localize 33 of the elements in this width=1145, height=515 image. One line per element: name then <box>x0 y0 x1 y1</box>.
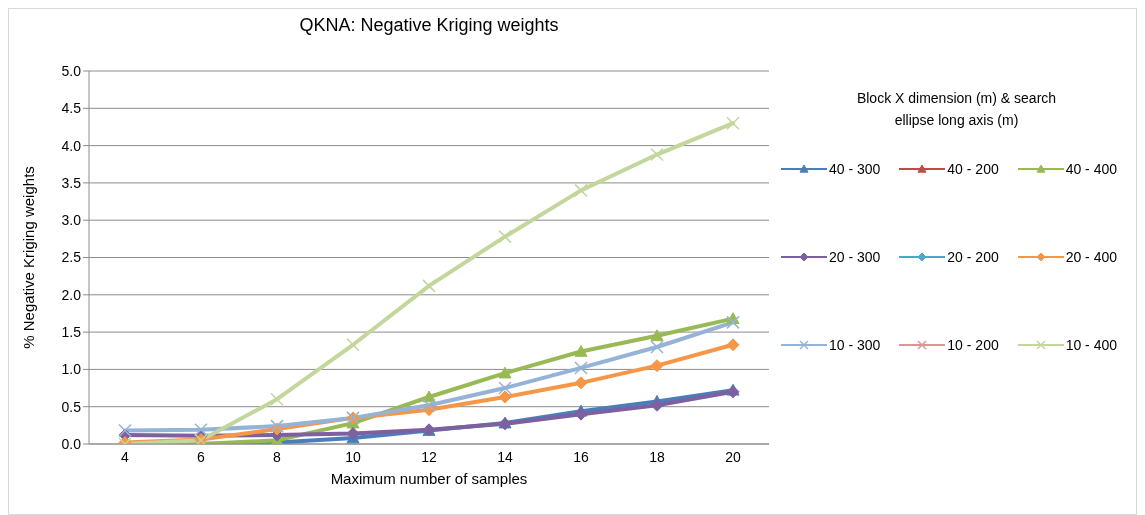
x-tick-label: 10 <box>345 448 361 465</box>
x-tick-label: 20 <box>725 448 741 465</box>
y-tick-label: 3.0 <box>61 212 82 229</box>
x-tick-label: 6 <box>197 448 206 465</box>
y-tick-label: 0.5 <box>61 398 82 415</box>
y-tick-label: 1.0 <box>61 361 82 378</box>
chart-title: QKNA: Negative Kriging weights <box>298 15 560 36</box>
legend-label: 40 - 300 <box>829 161 881 177</box>
legend-label: 20 - 200 <box>947 249 999 265</box>
legend-title: Block X dimension (m) & search ellipse long axis (m) <box>855 89 1058 130</box>
y-tick-label: 5.0 <box>61 62 82 79</box>
y-tick-label: 4.5 <box>61 100 82 117</box>
y-tick-label: 3.5 <box>61 174 82 191</box>
legend-label: 10 - 200 <box>947 337 999 353</box>
legend-label: 10 - 300 <box>829 337 881 353</box>
y-tick-label: 0.0 <box>61 435 82 452</box>
x-tick-label: 14 <box>497 448 513 465</box>
x-tick-label: 16 <box>573 448 589 465</box>
x-tick-label: 4 <box>121 448 130 465</box>
legend-label: 20 - 300 <box>829 249 881 265</box>
legend-label: 10 - 400 <box>1065 337 1118 353</box>
legend-label: 20 - 400 <box>1065 249 1118 265</box>
x-tick-label: 12 <box>421 448 437 465</box>
x-axis-title: Maximum number of samples <box>330 470 528 487</box>
legend-label: 40 - 400 <box>1065 161 1118 177</box>
y-tick-label: 2.0 <box>61 286 82 303</box>
y-axis-title: % Negative Kriging weights <box>20 166 38 349</box>
y-tick-label: 2.5 <box>61 249 82 266</box>
y-tick-label: 1.5 <box>61 324 82 341</box>
y-tick-label: 4.0 <box>61 137 82 154</box>
x-tick-label: 18 <box>649 448 665 465</box>
legend-label: 40 - 200 <box>947 161 999 177</box>
x-tick-label: 8 <box>273 448 282 465</box>
